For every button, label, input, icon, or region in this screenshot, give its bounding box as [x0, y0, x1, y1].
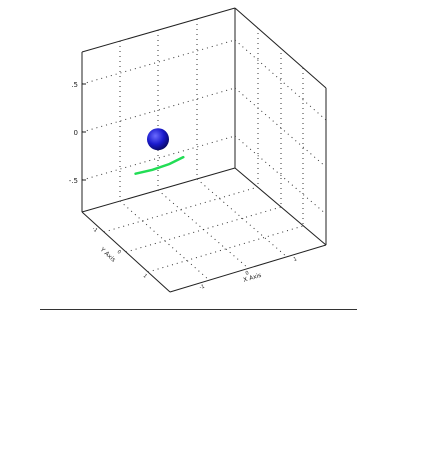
- z-tick-label: 0: [74, 129, 78, 137]
- grid-line: [234, 39, 327, 121]
- z-tick-label: .5: [71, 81, 78, 89]
- x-tick-labels: -1 0 1: [199, 256, 298, 291]
- separator-line: [40, 309, 357, 310]
- grid-line: [234, 135, 327, 215]
- frame-floor-right: [234, 167, 327, 246]
- sphere-point: [147, 128, 169, 151]
- grid-line: [147, 225, 304, 273]
- plot-svg: .5 0 -.5 -1 0 1 -1 0 1 Y Axis X Axis: [69, 7, 327, 293]
- y-tick-label: -1: [91, 226, 99, 234]
- x-tick-label: 0: [245, 270, 250, 277]
- blank-area: [0, 312, 434, 452]
- grid-lines: [81, 19, 327, 281]
- grid-line: [81, 39, 236, 85]
- x-tick-label: -1: [199, 284, 206, 291]
- grid-line: [157, 189, 249, 269]
- z-tick-label: -.5: [69, 177, 78, 185]
- data-marks: [134, 128, 185, 175]
- grid-line: [234, 87, 327, 168]
- frame-floor-front: [169, 244, 327, 293]
- y-tick-labels: -1 0 1: [91, 226, 148, 280]
- z-tick-labels: .5 0 -.5: [69, 81, 78, 185]
- 3d-plot: .5 0 -.5 -1 0 1 -1 0 1 Y Axis X Axis: [69, 7, 327, 293]
- tick-marks: [82, 83, 86, 181]
- y-tick-label: 0: [116, 249, 122, 256]
- trajectory-line: [134, 155, 185, 175]
- x-tick-label: 1: [293, 256, 298, 263]
- y-tick-label: 1: [142, 273, 148, 280]
- y-axis-label: Y Axis: [98, 246, 117, 264]
